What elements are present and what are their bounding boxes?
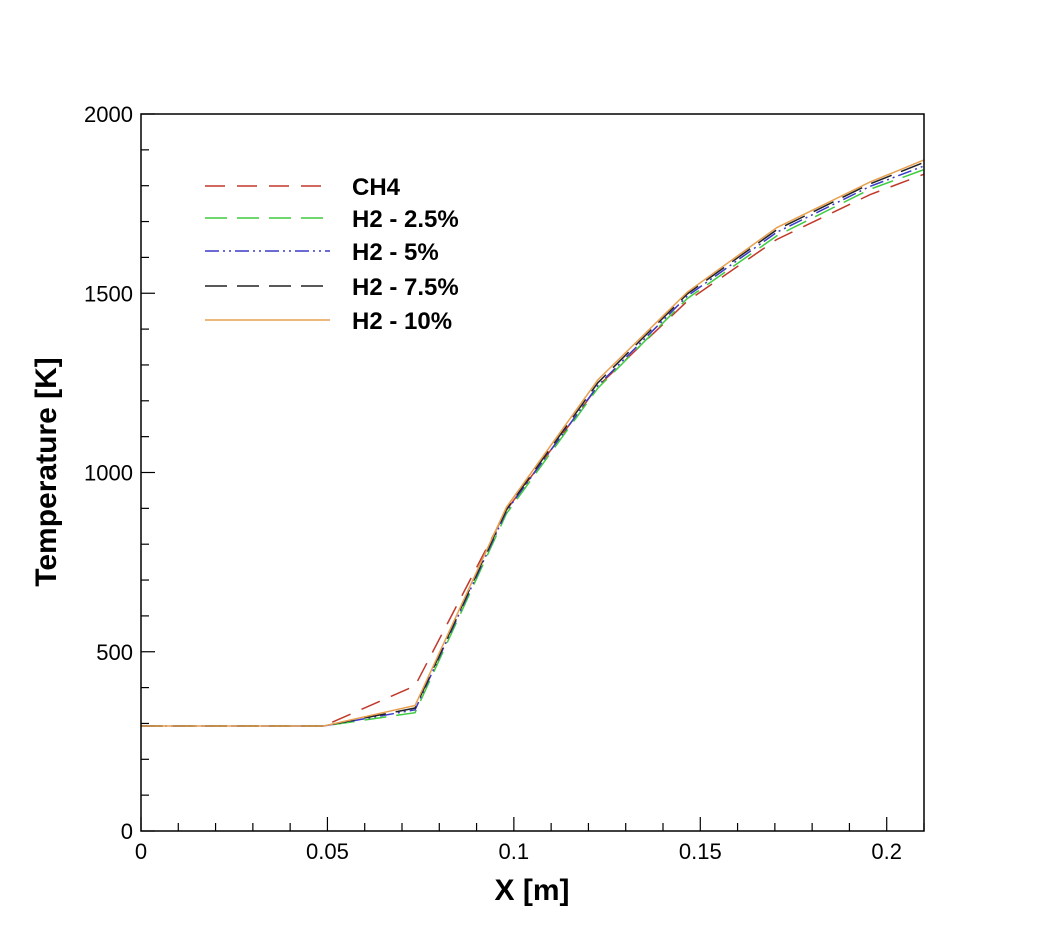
y-tick-label: 1500 bbox=[84, 281, 133, 306]
series-line-4 bbox=[141, 159, 925, 727]
series-line-1 bbox=[141, 168, 925, 727]
legend-label: CH4 bbox=[352, 174, 401, 201]
y-tick-label: 1000 bbox=[84, 461, 133, 486]
x-tick-labels: 0 0.05 0.1 0.15 0.2 bbox=[135, 839, 902, 864]
legend: CH4 H2 - 2.5% H2 - 5% H2 - 7.5% H2 - 10% bbox=[205, 174, 459, 335]
y-tick-label: 500 bbox=[96, 640, 133, 665]
y-tick-label: 0 bbox=[121, 819, 133, 844]
legend-label: H2 - 10% bbox=[352, 308, 452, 335]
y-tick-label: 2000 bbox=[84, 102, 133, 127]
series-line-0 bbox=[141, 173, 925, 727]
x-tick-label: 0 bbox=[135, 839, 147, 864]
x-tick-label: 0.2 bbox=[871, 839, 902, 864]
series-line-2 bbox=[141, 165, 925, 727]
legend-label: H2 - 5% bbox=[352, 239, 439, 266]
axis-ticks bbox=[140, 113, 925, 832]
x-axis-title: X [m] bbox=[495, 874, 570, 907]
x-tick-label: 0.15 bbox=[679, 839, 722, 864]
plot-frame bbox=[140, 113, 925, 832]
legend-label: H2 - 7.5% bbox=[352, 274, 459, 301]
legend-label: H2 - 2.5% bbox=[352, 206, 459, 233]
y-tick-labels: 0 500 1000 1500 2000 bbox=[84, 102, 133, 844]
series-lines bbox=[141, 159, 925, 727]
series-line-3 bbox=[141, 161, 925, 727]
y-axis-title: Temperature [K] bbox=[30, 357, 63, 586]
x-tick-label: 0.1 bbox=[499, 839, 530, 864]
x-tick-label: 0.05 bbox=[306, 839, 349, 864]
